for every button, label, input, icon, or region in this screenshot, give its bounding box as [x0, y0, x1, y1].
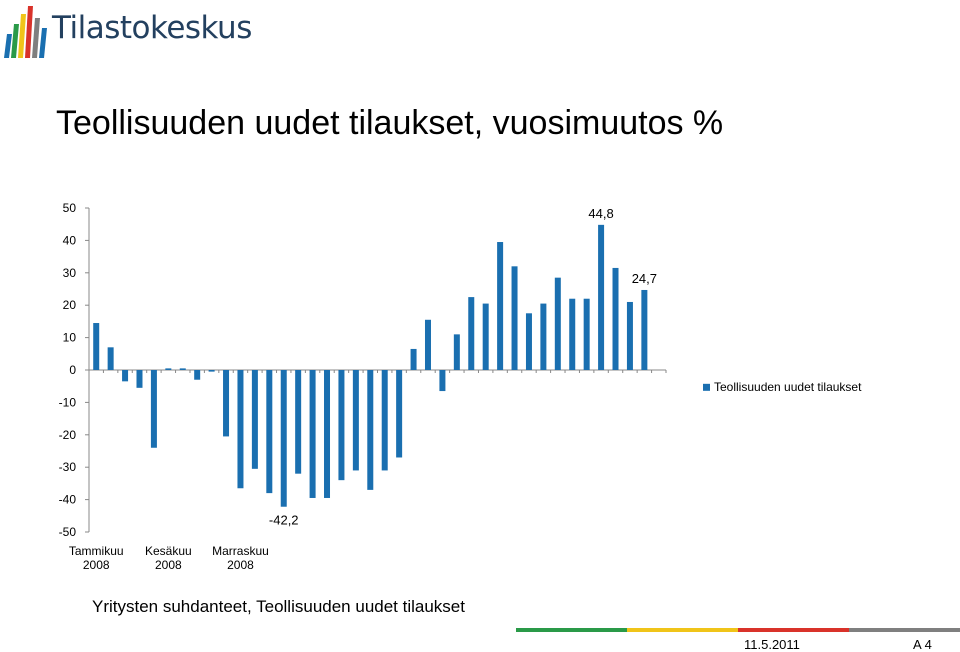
y-tick-label: -10	[59, 395, 77, 409]
bar	[223, 370, 230, 437]
legend-label: Teollisuuden uudet tilaukset	[714, 380, 862, 394]
data-label: 44,8	[588, 206, 613, 221]
footer-stripe-segment	[849, 628, 960, 632]
logo-bar	[11, 24, 19, 58]
bar	[641, 289, 648, 370]
y-tick-label: 40	[63, 233, 77, 247]
bar	[309, 370, 316, 498]
logo-bar	[18, 14, 26, 58]
bar	[554, 277, 561, 370]
bar	[511, 266, 518, 370]
bar	[540, 303, 547, 370]
bar	[598, 224, 605, 370]
logo-bar	[39, 28, 47, 58]
tilastokeskus-logo	[4, 6, 47, 58]
data-label: -42,2	[269, 513, 299, 528]
y-tick-label: 10	[63, 331, 77, 345]
bar	[295, 370, 302, 474]
bar	[150, 370, 157, 448]
y-tick-label: -50	[59, 525, 77, 539]
footer-date: 11.5.2011	[744, 637, 800, 652]
bar	[107, 347, 114, 370]
logo-bar	[4, 34, 12, 58]
bar	[424, 319, 431, 370]
footer-stripe-segment	[627, 628, 738, 632]
bar	[439, 370, 446, 392]
bar	[569, 298, 576, 370]
x-tick-label-line: Kesäkuu	[145, 544, 192, 558]
bar	[324, 370, 331, 498]
bar	[612, 267, 619, 370]
y-tick-label: 0	[69, 363, 76, 377]
x-tick-label-line: 2008	[227, 558, 254, 572]
bar	[179, 368, 186, 370]
page-title: Teollisuuden uudet tilaukset, vuosimuuto…	[56, 104, 724, 142]
y-tick-label: -30	[59, 460, 77, 474]
x-tick-label-line: Tammikuu	[69, 544, 124, 558]
footer-stripe-segment	[738, 628, 849, 632]
bar	[453, 334, 460, 370]
y-tick-label: 50	[63, 201, 77, 215]
logo-bar	[25, 6, 33, 58]
bar	[93, 323, 100, 370]
bar	[410, 348, 417, 370]
bar	[237, 370, 244, 489]
bar	[208, 370, 215, 372]
bar	[626, 301, 633, 370]
y-tick-label: 20	[63, 298, 77, 312]
footer-color-stripe	[516, 628, 960, 632]
bar	[525, 313, 532, 370]
bar	[396, 370, 403, 458]
bar	[251, 370, 258, 469]
y-tick-label: -20	[59, 428, 77, 442]
bar	[165, 368, 172, 370]
bar	[122, 370, 129, 382]
bar	[381, 370, 388, 471]
bar	[468, 297, 475, 370]
bar	[367, 370, 374, 490]
x-tick-label: Marraskuu 2008	[212, 544, 269, 572]
bar	[266, 370, 273, 494]
x-tick-label-line: Marraskuu	[212, 544, 269, 558]
chart-subtitle: Yritysten suhdanteet, Teollisuuden uudet…	[92, 597, 465, 616]
x-tick-label-line: 2008	[83, 558, 110, 572]
x-tick-label: Tammikuu 2008	[69, 544, 124, 572]
logo-text: Tilastokeskus	[52, 10, 252, 46]
bar	[338, 370, 345, 481]
y-tick-label: -40	[59, 493, 77, 507]
footer-page-number: A 4	[913, 637, 932, 652]
data-label: 24,7	[632, 271, 657, 286]
bar	[352, 370, 359, 471]
y-tick-label: 30	[63, 266, 77, 280]
bar	[194, 370, 201, 380]
bar	[497, 242, 504, 370]
legend-swatch	[703, 383, 710, 391]
bar	[583, 298, 590, 370]
logo-bar	[32, 18, 40, 58]
x-tick-label: Kesäkuu 2008	[145, 544, 192, 572]
bar	[280, 370, 287, 507]
bar	[136, 370, 143, 388]
x-tick-label-line: 2008	[155, 558, 182, 572]
bar	[482, 303, 489, 370]
footer-stripe-segment	[516, 628, 627, 632]
